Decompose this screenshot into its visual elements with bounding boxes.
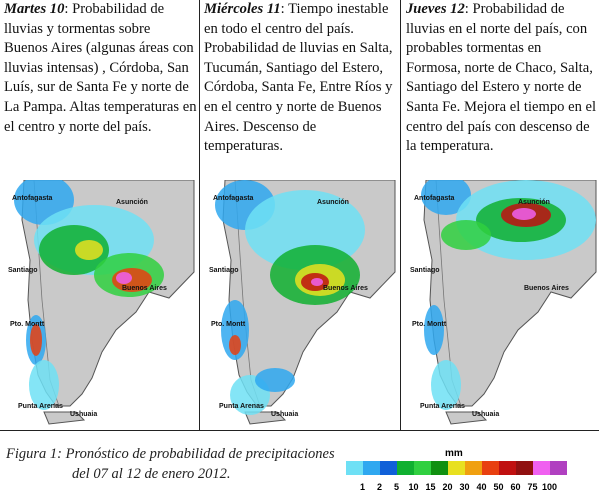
day: Jueves 12 [406,1,465,17]
legend-value: 40 [476,482,486,492]
legend-value: 1 [360,482,365,492]
precip [30,324,42,356]
precip [431,360,461,410]
precip [75,240,103,260]
legend-swatch [363,461,380,475]
column: Jueves 12: Probabilidad de lluvias en el… [406,0,599,178]
land [43,411,86,425]
city-label: Asunción [518,199,550,206]
precip [221,300,249,360]
city-label: Ushuaia [271,411,298,418]
city-label: Buenos Aires [524,285,569,292]
legend-value: 60 [510,482,520,492]
legend-value: 100 [542,482,557,492]
legend-swatch [550,461,567,475]
legend-swatch [346,461,363,475]
map: Antofagasta Asunción Santiago Buenos Aires P… [406,180,598,426]
city-label: Asunción [317,199,349,206]
city-label: Asunción [116,199,148,206]
city-label: Buenos Aires [122,285,167,292]
forecast: : Tiempo inestable en todo el centro del… [204,1,393,155]
maps: Antofagasta Asunción Santiago Buenos Aires P… [4,180,598,426]
precip [424,305,444,355]
legend: mm 1 2 5 10 15 20 30 40 50 60 75 100 [346,448,567,492]
precip [311,278,323,286]
city-label: Punta Arenas [420,403,465,410]
divider [0,430,599,431]
city-label: Punta Arenas [219,403,264,410]
city-label: Antofagasta [12,195,53,202]
city-label: Punta Arenas [18,403,63,410]
legend-value: 20 [442,482,452,492]
legend-value: 5 [394,482,399,492]
divider [400,0,401,430]
city-label: Santiago [410,267,440,274]
legend-swatch [465,461,482,475]
forecast: : Probabilidad de lluvias en el norte de… [406,1,597,155]
precip [512,208,536,220]
legend-swatch [533,461,550,475]
precip [255,368,295,392]
city-label: Santiago [209,267,239,274]
legend-swatch [397,461,414,475]
legend-swatch [414,461,431,475]
legend-swatch [499,461,516,475]
city-label: Antofagasta [213,195,254,202]
caption: del 07 al 12 de enero 2012. [72,466,231,482]
caption: Figura 1: Pronóstico de probabilidad de … [6,446,335,462]
city-label: Santiago [8,267,38,274]
legend-value: 15 [425,482,435,492]
city-label: Antofagasta [414,195,455,202]
legend-value: 2 [377,482,382,492]
legend-value: 10 [408,482,418,492]
land [244,411,287,425]
precip [116,272,132,284]
precip [39,225,109,275]
column: Martes 10: Probabilidad de lluvias y tor… [4,0,197,178]
map: Antofagasta Asunción Santiago Buenos Aires P… [205,180,397,426]
map: Antofagasta Asunción Santiago Buenos Aires P… [4,180,196,426]
column: Miércoles 11: Tiempo inestable en todo e… [204,0,397,178]
city-label: Ushuaia [472,411,499,418]
legend-swatch [448,461,465,475]
legend-value: 50 [493,482,503,492]
precip [421,180,471,215]
legend-swatch [482,461,499,475]
legend-swatch [516,461,533,475]
legend-value: 75 [527,482,537,492]
city-label: Buenos Aires [323,285,368,292]
legend-unit: mm [445,448,463,459]
divider [199,0,200,430]
city-label: Pto. Montt [211,321,246,328]
precip [29,360,59,410]
city-label: Pto. Montt [10,321,45,328]
day: Miércoles 11 [204,1,281,17]
legend-swatch [431,461,448,475]
day: Martes 10 [4,1,65,17]
precip [229,335,241,355]
legend-value: 30 [459,482,469,492]
land [445,411,488,425]
legend-swatch [380,461,397,475]
precip [441,220,491,250]
city-label: Ushuaia [70,411,97,418]
city-label: Pto. Montt [412,321,447,328]
forecast: : Probabilidad de lluvias y tormentas so… [4,1,197,135]
